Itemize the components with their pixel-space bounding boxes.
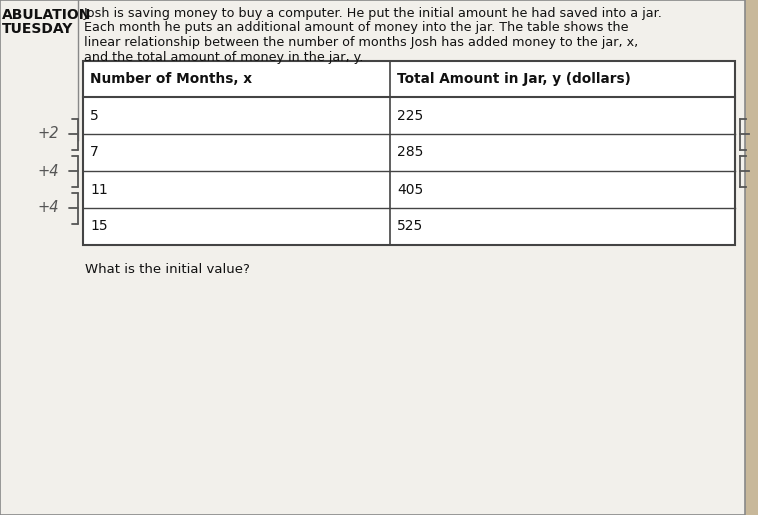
Text: TUESDAY: TUESDAY xyxy=(2,22,74,36)
Text: linear relationship between the number of months Josh has added money to the jar: linear relationship between the number o… xyxy=(84,36,638,49)
Text: +4: +4 xyxy=(37,163,59,179)
Text: Number of Months, x: Number of Months, x xyxy=(90,72,252,86)
Text: 5: 5 xyxy=(90,109,99,123)
Text: and the total amount of money in the jar, y.: and the total amount of money in the jar… xyxy=(84,50,363,63)
Text: Total Amount in Jar, y (dollars): Total Amount in Jar, y (dollars) xyxy=(397,72,631,86)
Text: +2: +2 xyxy=(37,127,59,142)
Text: Each month he puts an additional amount of money into the jar. The table shows t: Each month he puts an additional amount … xyxy=(84,22,628,35)
Text: 15: 15 xyxy=(90,219,108,233)
Text: 11: 11 xyxy=(90,182,108,197)
Text: 285: 285 xyxy=(397,146,424,160)
Text: What is the initial value?: What is the initial value? xyxy=(85,263,250,276)
Text: ABULATION: ABULATION xyxy=(2,8,92,22)
Text: Josh is saving money to buy a computer. He put the initial amount he had saved i: Josh is saving money to buy a computer. … xyxy=(84,7,663,20)
Text: 7: 7 xyxy=(90,146,99,160)
Text: 525: 525 xyxy=(397,219,423,233)
Text: 405: 405 xyxy=(397,182,423,197)
Text: 225: 225 xyxy=(397,109,423,123)
Bar xyxy=(83,61,735,245)
Text: +4: +4 xyxy=(37,200,59,215)
